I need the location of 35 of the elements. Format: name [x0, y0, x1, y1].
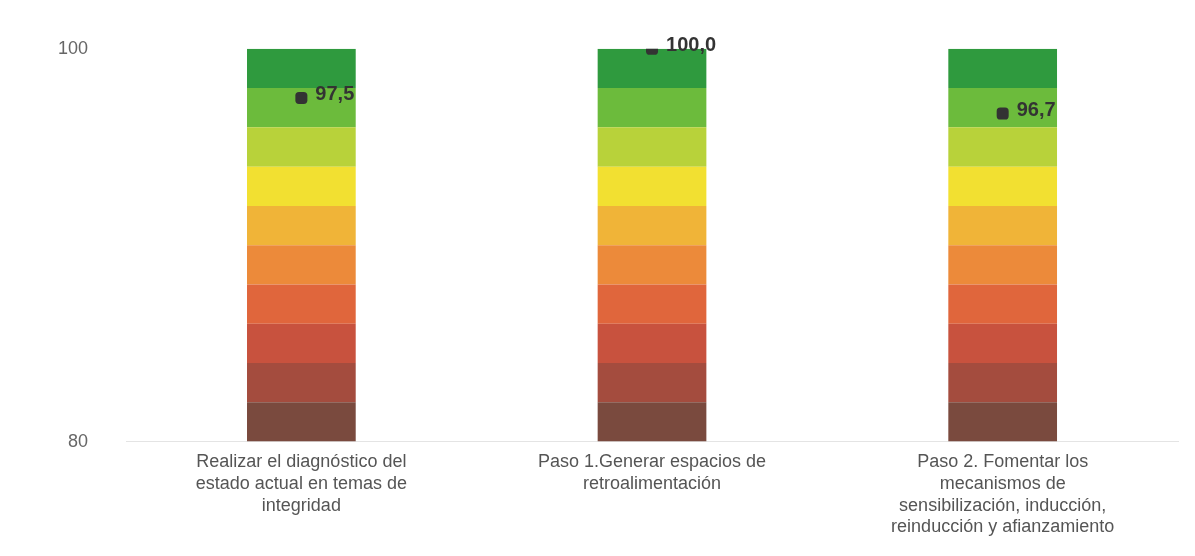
bar: [597, 88, 707, 128]
bar: [948, 245, 1058, 285]
bar: [948, 48, 1058, 89]
bar: [948, 205, 1058, 246]
bar: [247, 166, 356, 206]
x-tick-label: Realizar el diagnóstico del estado actual en temas de integridad: [195, 451, 407, 515]
bar: [247, 127, 356, 167]
bar: [597, 245, 707, 285]
bar: [948, 127, 1058, 167]
bar: [247, 88, 356, 128]
bar: [948, 363, 1058, 403]
bar: [597, 205, 707, 246]
bar: [948, 284, 1058, 324]
bar: [247, 323, 356, 364]
bar: [948, 88, 1058, 128]
x-tick-label: Paso 2. Fomentar los mecanismos de sensibilización, inducción, reinducción y afianzamiento: [891, 451, 1115, 537]
bar: [597, 363, 707, 403]
y-tick-label: 100: [57, 37, 89, 58]
bar: [597, 166, 707, 206]
bar: [948, 323, 1058, 364]
bar: [597, 323, 707, 364]
bar: [948, 402, 1058, 442]
bar: [247, 284, 356, 324]
bar: [247, 402, 356, 442]
data-label: 97,5: [315, 82, 355, 105]
bar: [597, 402, 707, 442]
y-tick-label: 80: [68, 430, 89, 451]
bar: [948, 166, 1058, 206]
bar: [247, 205, 356, 246]
bar: [247, 245, 356, 285]
x-tick-label: Paso 1.Generar espacios de retroalimentación: [537, 451, 767, 493]
bar: [597, 127, 707, 167]
bar: [597, 284, 707, 324]
bar: [247, 363, 356, 403]
data-label: 96,7: [1016, 98, 1056, 121]
